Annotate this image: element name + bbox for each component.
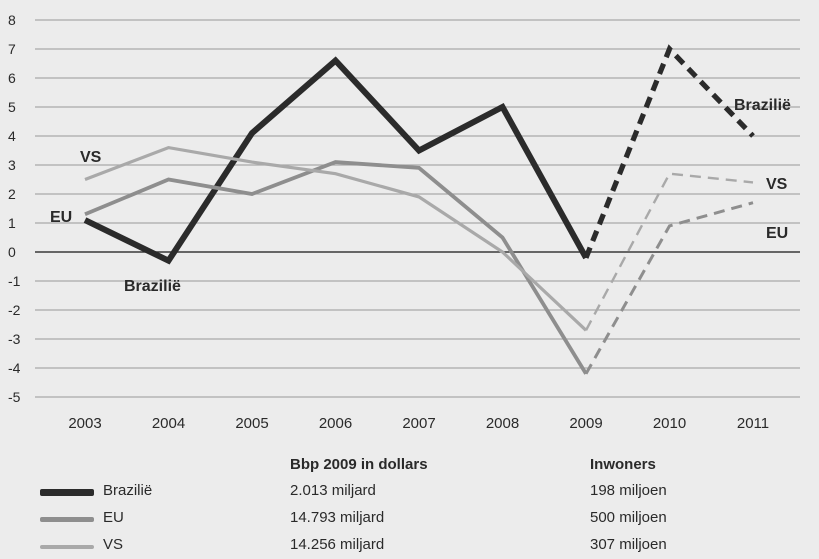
legend-inwoners-value: 198 miljoen bbox=[590, 482, 667, 499]
y-tick-label: -2 bbox=[8, 302, 21, 318]
x-tick-label: 2010 bbox=[653, 415, 686, 432]
y-tick-label: -1 bbox=[8, 273, 21, 289]
x-tick-label: 2005 bbox=[235, 415, 268, 432]
y-tick-label: -4 bbox=[8, 360, 21, 376]
legend-row-eu: EU 14.793 miljard 500 miljoen bbox=[0, 507, 819, 531]
legend-row-vs: VS 14.256 miljard 307 miljoen bbox=[0, 534, 819, 558]
series-lines bbox=[83, 44, 755, 375]
legend-series-name: VS bbox=[103, 536, 124, 553]
legend-bbp-value: 14.256 miljard bbox=[290, 536, 385, 553]
legend-series-name: EU bbox=[103, 509, 124, 526]
y-axis-tick-labels: 8 7 6 5 4 3 2 1 0 -1 -2 -3 -4 -5 bbox=[8, 12, 21, 405]
annotation-label: Brazilië bbox=[734, 97, 791, 114]
legend-bbp-value: 14.793 miljard bbox=[290, 509, 385, 526]
y-tick-label: -3 bbox=[8, 331, 21, 347]
legend-series-name: Brazilië bbox=[103, 482, 153, 499]
annotation-label: EU bbox=[50, 209, 72, 226]
legend-swatch-brazilie bbox=[40, 489, 94, 496]
legend-swatch-eu bbox=[40, 517, 94, 522]
y-tick-label: 5 bbox=[8, 99, 16, 115]
annotation-label: EU bbox=[766, 225, 788, 242]
bbp-column-header: Bbp 2009 in dollars bbox=[290, 456, 428, 473]
x-tick-label: 2006 bbox=[319, 415, 352, 432]
legend-inwoners-value: 307 miljoen bbox=[590, 536, 667, 553]
legend-row-brazilie: Brazilië 2.013 miljard 198 miljoen bbox=[0, 480, 819, 504]
y-tick-label: 8 bbox=[8, 12, 16, 28]
legend-inwoners-value: 500 miljoen bbox=[590, 509, 667, 526]
y-tick-label: 7 bbox=[8, 41, 16, 57]
y-tick-label: 6 bbox=[8, 70, 16, 86]
line-chart: 8 7 6 5 4 3 2 1 0 -1 -2 -3 -4 -5 2003 2004 2005 2006 2007… bbox=[8, 12, 800, 432]
series-line-vs-forecast bbox=[584, 172, 754, 331]
series-line-brazilie bbox=[83, 56, 589, 265]
series-line-eu bbox=[84, 160, 588, 375]
series-line-vs bbox=[84, 145, 588, 332]
series-line-eu-forecast bbox=[584, 201, 754, 375]
x-tick-label: 2011 bbox=[737, 415, 769, 432]
grid-lines bbox=[35, 19, 800, 398]
line-annotations: VS EU Brazilië Brazilië VS EU bbox=[50, 97, 791, 295]
x-tick-label: 2009 bbox=[569, 415, 602, 432]
x-tick-label: 2007 bbox=[402, 415, 435, 432]
x-tick-label: 2008 bbox=[486, 415, 519, 432]
legend-swatch-vs bbox=[40, 545, 94, 549]
x-tick-label: 2003 bbox=[68, 415, 101, 432]
annotation-label: VS bbox=[766, 176, 788, 193]
x-axis-tick-labels: 2003 2004 2005 2006 2007 2008 2009 2010 2011 bbox=[68, 415, 769, 432]
y-tick-label: 1 bbox=[8, 215, 16, 231]
series-line-brazilie-forecast bbox=[583, 44, 755, 259]
annotation-label: VS bbox=[80, 149, 102, 166]
y-tick-label: 2 bbox=[8, 186, 16, 202]
annotation-label: Brazilië bbox=[124, 278, 181, 295]
y-tick-label: -5 bbox=[8, 389, 21, 405]
inwoners-column-header: Inwoners bbox=[590, 456, 656, 473]
x-tick-label: 2004 bbox=[152, 415, 185, 432]
legend-bbp-value: 2.013 miljard bbox=[290, 482, 376, 499]
y-tick-label: 3 bbox=[8, 157, 16, 173]
y-tick-label: 4 bbox=[8, 128, 16, 144]
y-tick-label: 0 bbox=[8, 244, 16, 260]
